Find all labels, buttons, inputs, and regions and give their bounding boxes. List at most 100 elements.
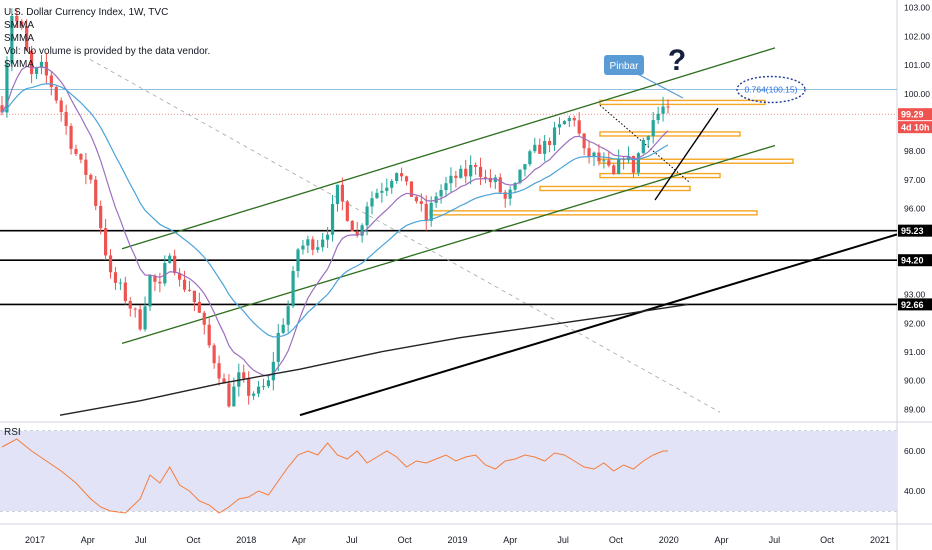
candle: [182, 270, 187, 293]
candle-body: [523, 164, 527, 170]
candle: [256, 381, 261, 398]
candle: [207, 317, 211, 349]
candle: [15, 9, 19, 28]
rsi-band: [0, 431, 897, 511]
candle-body: [444, 183, 448, 190]
candle-body: [30, 50, 34, 74]
candle: [104, 219, 108, 261]
candle-body: [498, 177, 502, 193]
candle: [439, 184, 443, 204]
candle: [612, 163, 616, 176]
candle-body: [552, 127, 557, 146]
candle-body: [0, 105, 4, 113]
candle-body: [138, 309, 142, 330]
time-tick-label: Jul: [557, 535, 569, 545]
candle: [459, 165, 463, 179]
candle-body: [439, 189, 443, 197]
candle-body: [503, 192, 507, 199]
candle: [148, 274, 152, 312]
candle-body: [390, 180, 394, 188]
channel-upper: [121, 47, 776, 250]
time-tick-label: 2017: [25, 535, 45, 545]
candle-body: [651, 120, 655, 137]
candle-body: [15, 15, 19, 22]
level-badge: 94.20: [898, 254, 932, 267]
zone-rect: [599, 158, 794, 164]
candle-body: [528, 151, 532, 165]
zone-rect: [599, 131, 741, 137]
chart-legend: U.S. Dollar Currency Index, 1W, TVC SMMA…: [4, 6, 210, 71]
countdown-badge: 4d 10h: [898, 121, 932, 134]
candle-body: [404, 176, 409, 182]
candle: [281, 318, 285, 335]
candle-body: [533, 144, 537, 152]
candle-body: [168, 255, 172, 263]
candle: [178, 268, 182, 287]
candle: [94, 176, 98, 211]
rsi-tick-label: 40.00: [904, 486, 926, 496]
candle-body: [227, 383, 231, 407]
candle: [187, 280, 192, 292]
horizontal-levels: [0, 89, 897, 306]
candle-body: [286, 306, 290, 325]
candle-body: [360, 225, 364, 236]
candle-body: [271, 361, 275, 381]
candle-body: [612, 165, 616, 174]
candle-body: [74, 148, 78, 154]
candle-body: [202, 312, 206, 325]
candle-body: [454, 175, 458, 178]
legend-volume[interactable]: Vol: No volume is provided by the data v…: [4, 46, 211, 57]
smma-fast-line: [1, 65, 669, 377]
trend-lines: [89, 47, 898, 417]
rsi-polyline: [1, 438, 668, 514]
candle: [538, 138, 542, 154]
candle: [375, 188, 379, 199]
candle-body: [661, 106, 665, 114]
candle: [266, 376, 270, 389]
candle: [651, 111, 655, 144]
candle-body: [459, 168, 463, 178]
candle: [444, 176, 448, 198]
candle-body: [474, 164, 478, 167]
pinbar-box: [604, 55, 644, 75]
fib-ellipse: [736, 75, 806, 104]
time-tick-label: Oct: [186, 535, 201, 545]
candle-body: [94, 179, 98, 206]
candle: [400, 167, 404, 182]
smma-lines: [1, 65, 689, 416]
candle: [247, 371, 251, 405]
candle-body: [266, 380, 270, 387]
candle: [478, 157, 483, 185]
candle: [108, 249, 113, 279]
legend-smma-1[interactable]: SMMA: [4, 20, 34, 31]
candle-body: [133, 308, 137, 310]
time-tick-label: Jul: [135, 535, 147, 545]
candle: [311, 236, 315, 256]
rsi-label[interactable]: RSI: [4, 427, 21, 438]
candle-body: [321, 239, 325, 248]
candle: [488, 169, 492, 188]
legend-smma-2[interactable]: SMMA: [4, 33, 34, 44]
candle: [173, 249, 177, 276]
candle-body: [39, 61, 44, 68]
candle-body: [429, 202, 433, 221]
candle-body: [69, 125, 73, 149]
candle: [291, 266, 295, 309]
candle-body: [296, 249, 300, 272]
candle: [197, 292, 201, 313]
candle: [113, 267, 118, 290]
candle-body: [291, 271, 295, 307]
candle: [414, 195, 418, 204]
candle: [89, 173, 93, 184]
candle-body: [330, 204, 335, 235]
time-tick-label: 2020: [659, 535, 679, 545]
candle: [666, 99, 670, 114]
legend-smma-3[interactable]: SMMA: [4, 59, 34, 70]
candle: [143, 296, 147, 332]
candle-body: [365, 206, 369, 226]
candle-body: [641, 139, 645, 154]
candle: [123, 276, 127, 305]
candle-body: [631, 155, 636, 173]
price-tick-label: 96.00: [904, 204, 926, 214]
